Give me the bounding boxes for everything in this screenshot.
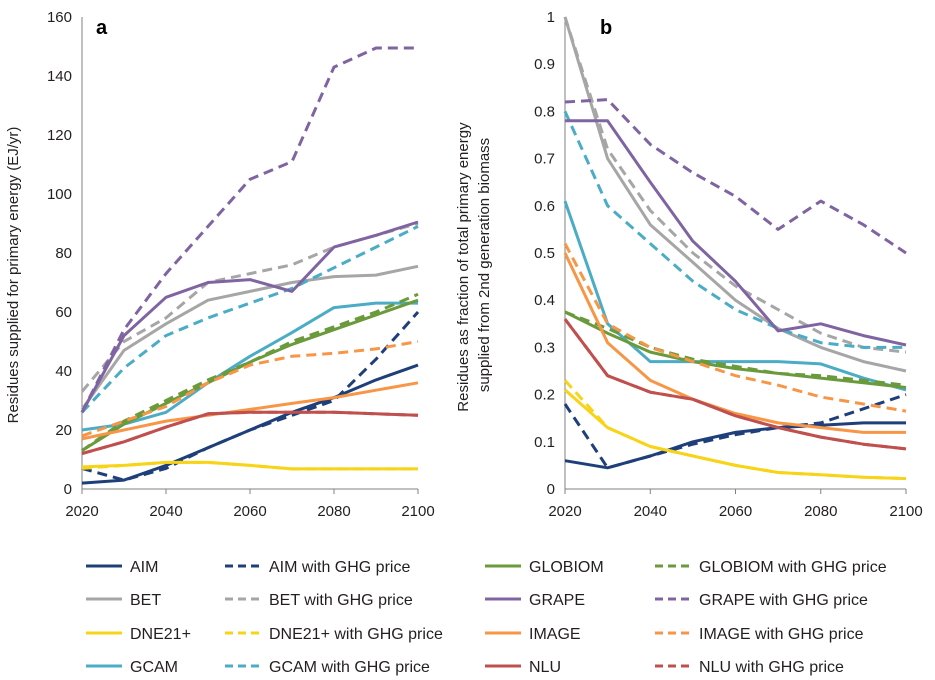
panel-b-series-bet xyxy=(563,16,907,373)
panel-b-x-tick-label: 2060 xyxy=(719,503,752,520)
panel-a-series-aim-with-ghg-price xyxy=(81,311,420,482)
panel-a-y-ticks: 0 20 40 60 80 100 120 140 160 xyxy=(47,9,72,498)
panel-a-series-gcam xyxy=(81,301,418,432)
panel-b-series-image xyxy=(563,252,906,434)
panel-b-y-tick-label: 0.2 xyxy=(534,387,555,404)
panel-a-y-tick-label: 80 xyxy=(55,245,72,262)
panel-a-series xyxy=(80,46,420,485)
legend-label-aim-with-ghg-price: AIM with GHG price xyxy=(269,559,410,576)
legend-label-grape-with-ghg-price: GRAPE with GHG price xyxy=(699,592,868,609)
panel-b-x-tick-label: 2080 xyxy=(804,503,837,520)
panel-b-y-axis-label-line-2: supplied from 2nd generation biomass xyxy=(476,138,493,392)
panel-b-x-ticks: 2020 2040 2060 2080 2100 xyxy=(548,489,923,520)
panel-b-series-aim xyxy=(564,421,906,470)
panel-b-series-nlu-with-ghg-price xyxy=(563,318,907,451)
panel-a-x-ticks: 2020 2040 2060 2080 2100 xyxy=(65,489,435,520)
legend-label-image: IMAGE xyxy=(529,626,581,643)
panel-b-y-tick-label: 0 xyxy=(547,481,555,498)
panel-b-series xyxy=(563,16,907,481)
legend-label-dne21plus: DNE21+ xyxy=(130,626,191,643)
legend-label-gcam: GCAM xyxy=(130,659,178,676)
legend-label-dne21plus-with-ghg-price: DNE21+ with GHG price xyxy=(269,626,443,643)
panel-a-series-nlu xyxy=(81,410,419,456)
panel-a-series-grape xyxy=(80,220,419,414)
panel-a-y-tick-label: 0 xyxy=(64,481,72,498)
legend-label-grape: GRAPE xyxy=(529,592,585,609)
panel-b-y-tick-label: 0.5 xyxy=(534,245,555,262)
panel-a-series-grape-with-ghg-price xyxy=(80,46,418,413)
panel-b-y-tick-label: 0.4 xyxy=(534,292,555,309)
panel-b-series-bet-with-ghg-price xyxy=(563,16,907,354)
panel-a-series-image-with-ghg-price xyxy=(81,340,419,438)
panel-a-y-tick-label: 100 xyxy=(47,186,72,203)
panel-a-y-axis-label: Residues supplied for primary energy (EJ… xyxy=(5,127,22,424)
panel-b-series-globiom-with-ghg-price xyxy=(564,310,907,387)
panel-b-y-tick-label: 0.8 xyxy=(534,103,555,120)
legend: AIM AIM with GHG price GLOBIOM GLOBIOM with… xyxy=(86,559,887,676)
panel-b-letter: b xyxy=(600,17,612,39)
panel-a-series-bet xyxy=(80,264,419,411)
legend-label-globiom-with-ghg-price: GLOBIOM with GHG price xyxy=(699,559,887,576)
panel-b-series-gcam-with-ghg-price xyxy=(563,110,906,349)
panel-b-x-tick-label: 2100 xyxy=(889,503,922,520)
panel-b-y-tick-label: 0.1 xyxy=(534,434,555,451)
legend-label-aim: AIM xyxy=(130,559,158,576)
panel-a-y-tick-label: 140 xyxy=(47,68,72,85)
panel-b-series-globiom xyxy=(564,310,907,389)
legend-label-nlu-with-ghg-price: NLU with GHG price xyxy=(699,659,844,676)
panel-a-x-tick-label: 2100 xyxy=(401,503,434,520)
legend-label-gcam-with-ghg-price: GCAM with GHG price xyxy=(269,659,430,676)
legend-label-image-with-ghg-price: IMAGE with GHG price xyxy=(699,626,864,643)
panel-a-y-tick-label: 20 xyxy=(55,422,72,439)
panel-b-series-dne21plus-with-ghg-price xyxy=(563,379,907,481)
panel-a-series-globiom-with-ghg-price xyxy=(81,292,419,452)
panel-b-y-ticks: 0 0.1 0.2 0.3 0.4 0.5 0.6 0.7 0.8 0.9 1 xyxy=(534,9,555,498)
panel-b-y-tick-label: 0.9 xyxy=(534,56,555,73)
legend-label-globiom: GLOBIOM xyxy=(529,559,604,576)
panel-b-series-grape xyxy=(565,119,907,347)
panel-b-y-tick-label: 0.3 xyxy=(534,339,555,356)
panel-b-series-image-with-ghg-price xyxy=(563,242,907,413)
panel-b-series-aim-with-ghg-price xyxy=(563,393,907,470)
panel-a-y-tick-label: 60 xyxy=(55,304,72,321)
panel-a-letter: a xyxy=(96,17,108,39)
legend-label-bet: BET xyxy=(130,592,161,609)
panel-b: b Residues as fraction of total primary … xyxy=(455,9,923,520)
panel-a-series-globiom xyxy=(81,298,419,452)
panel-a-x-tick-label: 2020 xyxy=(65,503,98,520)
panel-a-series-image xyxy=(81,381,419,441)
panel-a-y-tick-label: 160 xyxy=(47,9,72,26)
legend-label-nlu: NLU xyxy=(529,659,561,676)
panel-b-x-tick-label: 2040 xyxy=(634,503,667,520)
panel-a-x-tick-label: 2060 xyxy=(233,503,266,520)
panel-b-series-grape-with-ghg-price xyxy=(564,98,907,255)
legend-label-bet-with-ghg-price: BET with GHG price xyxy=(269,592,413,609)
panel-b-x-tick-label: 2020 xyxy=(548,503,581,520)
panel-a-x-tick-label: 2040 xyxy=(149,503,182,520)
panel-b-y-axis-label: Residues as fraction of total primary en… xyxy=(455,118,493,411)
panel-b-y-tick-label: 0.7 xyxy=(534,151,555,168)
panel-a: a Residues supplied for primary energy (… xyxy=(5,9,435,520)
panel-a-y-tick-label: 40 xyxy=(55,363,72,380)
panel-a-series-gcam-with-ghg-price xyxy=(80,225,419,414)
panel-b-y-tick-label: 1 xyxy=(547,9,555,26)
panel-b-series-gcam xyxy=(563,200,907,392)
panel-b-y-axis-label-line-1: Residues as fraction of total primary en… xyxy=(455,122,472,412)
panel-a-x-tick-label: 2080 xyxy=(317,503,350,520)
panel-b-y-tick-label: 0.6 xyxy=(534,198,555,215)
panel-a-series-dne21plus-with-ghg-price xyxy=(81,460,418,471)
panel-a-y-tick-label: 120 xyxy=(47,127,72,144)
